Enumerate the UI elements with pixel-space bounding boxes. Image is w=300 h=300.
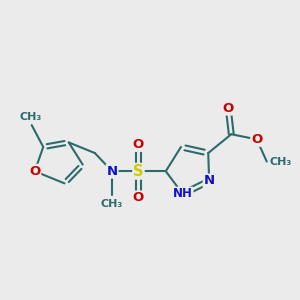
Text: NH: NH	[173, 188, 193, 200]
Text: CH₃: CH₃	[101, 199, 123, 208]
Text: S: S	[133, 164, 144, 179]
Text: CH₃: CH₃	[19, 112, 41, 122]
Text: O: O	[133, 138, 144, 151]
Text: O: O	[251, 133, 262, 146]
Text: CH₃: CH₃	[270, 157, 292, 166]
Text: O: O	[133, 191, 144, 204]
Text: N: N	[204, 174, 215, 188]
Text: O: O	[223, 102, 234, 115]
Text: N: N	[106, 165, 118, 178]
Text: O: O	[29, 165, 40, 178]
